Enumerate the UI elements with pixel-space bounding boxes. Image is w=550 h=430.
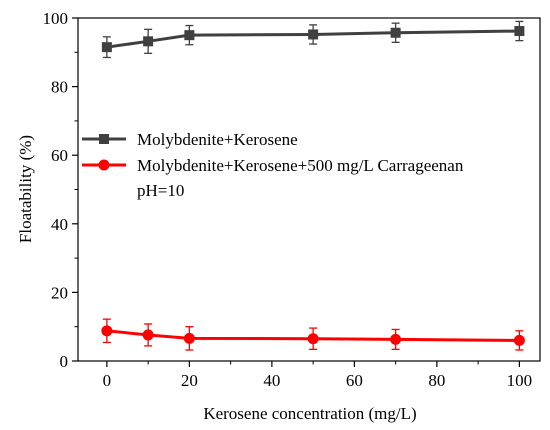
y-tick-label: 80 xyxy=(51,78,68,97)
data-point xyxy=(514,26,525,37)
y-tick-label: 60 xyxy=(51,146,68,165)
y-tick-label: 20 xyxy=(51,283,68,302)
series-line xyxy=(106,29,520,49)
data-point xyxy=(101,42,112,53)
x-tick-label: 20 xyxy=(181,371,198,390)
data-point xyxy=(184,30,195,41)
y-tick-label: 40 xyxy=(51,215,68,234)
legend-marker-series-1 xyxy=(99,134,109,144)
data-point xyxy=(307,333,319,345)
y-ticks: 0 20 40 60 80 100 xyxy=(43,9,78,371)
y-tick-label: 100 xyxy=(43,9,69,28)
series-line xyxy=(106,329,520,342)
data-point xyxy=(390,27,401,38)
x-ticks: 0 20 40 60 80 100 xyxy=(103,361,533,390)
legend-label-series-1: Molybdenite+Kerosene xyxy=(137,130,298,149)
x-tick-label: 80 xyxy=(428,371,445,390)
series-1 xyxy=(101,20,525,59)
annotation-ph: pH=10 xyxy=(137,181,184,200)
x-tick-label: 100 xyxy=(507,371,533,390)
y-tick-label: 0 xyxy=(60,352,69,371)
data-point xyxy=(308,29,319,40)
data-point xyxy=(143,36,154,47)
x-axis-title: Kerosene concentration (mg/L) xyxy=(203,404,416,423)
x-tick-label: 40 xyxy=(263,371,280,390)
data-point xyxy=(101,325,113,337)
data-point xyxy=(513,334,525,346)
data-point xyxy=(390,333,402,345)
legend-label-series-2: Molybdenite+Kerosene+500 mg/L Carrageena… xyxy=(137,156,464,175)
y-axis-title: Floatability (%) xyxy=(16,135,35,243)
series-layer xyxy=(101,20,525,351)
x-tick-label: 0 xyxy=(103,371,112,390)
data-point xyxy=(183,332,195,344)
series-2 xyxy=(101,318,525,351)
x-tick-label: 60 xyxy=(346,371,363,390)
legend-marker-series-2 xyxy=(98,159,110,171)
legend: Molybdenite+Kerosene Molybdenite+Kerosen… xyxy=(82,130,464,200)
data-point xyxy=(142,329,154,341)
